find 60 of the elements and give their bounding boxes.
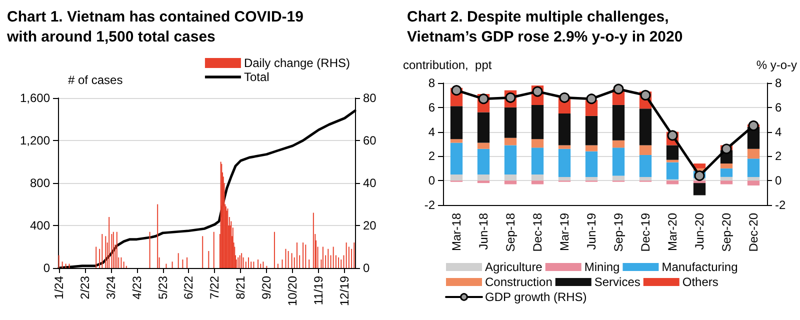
x-tick-label: 11/19 xyxy=(312,276,326,306)
x-tick-label: Sep-19 xyxy=(612,212,626,252)
x-tick-label: 3/24 xyxy=(104,276,118,300)
x-tick-label: 5/23 xyxy=(156,276,170,300)
x-tick-label: Mar-20 xyxy=(666,212,680,252)
y2-tick-label: 20 xyxy=(363,218,377,232)
x-tick-label: Dec-20 xyxy=(746,212,760,252)
y-tick-label: 1,200 xyxy=(20,134,50,148)
x-tick-label: 7/22 xyxy=(208,276,222,300)
y2-tick-label: 80 xyxy=(363,91,377,105)
legend-label: Manufacturing xyxy=(662,260,738,274)
y2-tick-label: 40 xyxy=(363,176,377,190)
x-tick-label: 10/20 xyxy=(286,276,300,306)
y-tick-label: 1,600 xyxy=(20,91,50,105)
x-tick-label: Mar-18 xyxy=(450,212,464,252)
y-tick-label: 6 xyxy=(428,100,436,114)
x-tick-label: Mar-19 xyxy=(558,212,572,252)
x-tick-label: Dec-18 xyxy=(530,212,544,252)
y2-tick-label: -2 xyxy=(775,198,786,212)
y2-tick-label: 2 xyxy=(775,149,782,164)
y2-axis-title: % y-o-y xyxy=(756,58,797,72)
legend-label: Agriculture xyxy=(485,260,543,274)
x-tick-label: Jun-19 xyxy=(584,212,598,250)
y2-tick-label: 6 xyxy=(775,100,782,114)
y2-tick-label: 4 xyxy=(775,124,782,139)
x-tick-label: 9/20 xyxy=(260,276,274,300)
x-tick-label: 4/23 xyxy=(130,276,144,300)
legend-label: Mining xyxy=(584,260,620,274)
x-tick-label: Dec-19 xyxy=(638,212,652,252)
y-tick-label: 4 xyxy=(428,124,436,139)
y-axis-title: # of cases xyxy=(68,73,123,87)
y-tick-label: 800 xyxy=(30,176,50,190)
legend-label: Daily change (RHS) xyxy=(244,56,350,70)
x-tick-label: Sep-20 xyxy=(720,212,734,252)
y-tick-label: 0 xyxy=(428,174,436,188)
legend-label: Services xyxy=(594,275,640,289)
y-tick-label: 8 xyxy=(428,76,436,90)
x-tick-label: 1/24 xyxy=(52,276,66,300)
x-tick-label: Jun-18 xyxy=(476,212,490,250)
legend-label: Others xyxy=(682,275,718,289)
y-tick-label: 0 xyxy=(43,261,50,275)
legend-label: Construction xyxy=(485,275,552,289)
y2-tick-label: 60 xyxy=(363,134,377,148)
legend-label: Total xyxy=(244,70,270,84)
y-tick-label: -2 xyxy=(424,198,436,212)
x-tick-label: Sep-18 xyxy=(504,212,518,252)
legend-label: GDP growth (RHS) xyxy=(485,290,587,304)
y2-tick-label: 0 xyxy=(775,174,782,188)
x-tick-label: Jun-20 xyxy=(692,212,706,250)
y2-tick-label: 0 xyxy=(363,261,370,275)
y2-tick-label: 8 xyxy=(775,76,782,90)
x-tick-label: 12/19 xyxy=(338,276,352,306)
y-axis-title: contribution, ppt xyxy=(403,58,492,72)
chart-title: Chart 2. Despite multiple challenges, Vietnam’s GDP rose 2.9% y-o-y in 2020 xyxy=(407,8,683,46)
x-tick-label: 8/21 xyxy=(234,276,248,300)
x-tick-label: 6/22 xyxy=(182,276,196,300)
y-tick-label: 400 xyxy=(30,218,50,232)
x-tick-label: 2/23 xyxy=(78,276,92,300)
y-tick-label: 2 xyxy=(428,149,436,164)
chart-title: Chart 1. Vietnam has contained COVID-19 with around 1,500 total cases xyxy=(6,8,304,46)
